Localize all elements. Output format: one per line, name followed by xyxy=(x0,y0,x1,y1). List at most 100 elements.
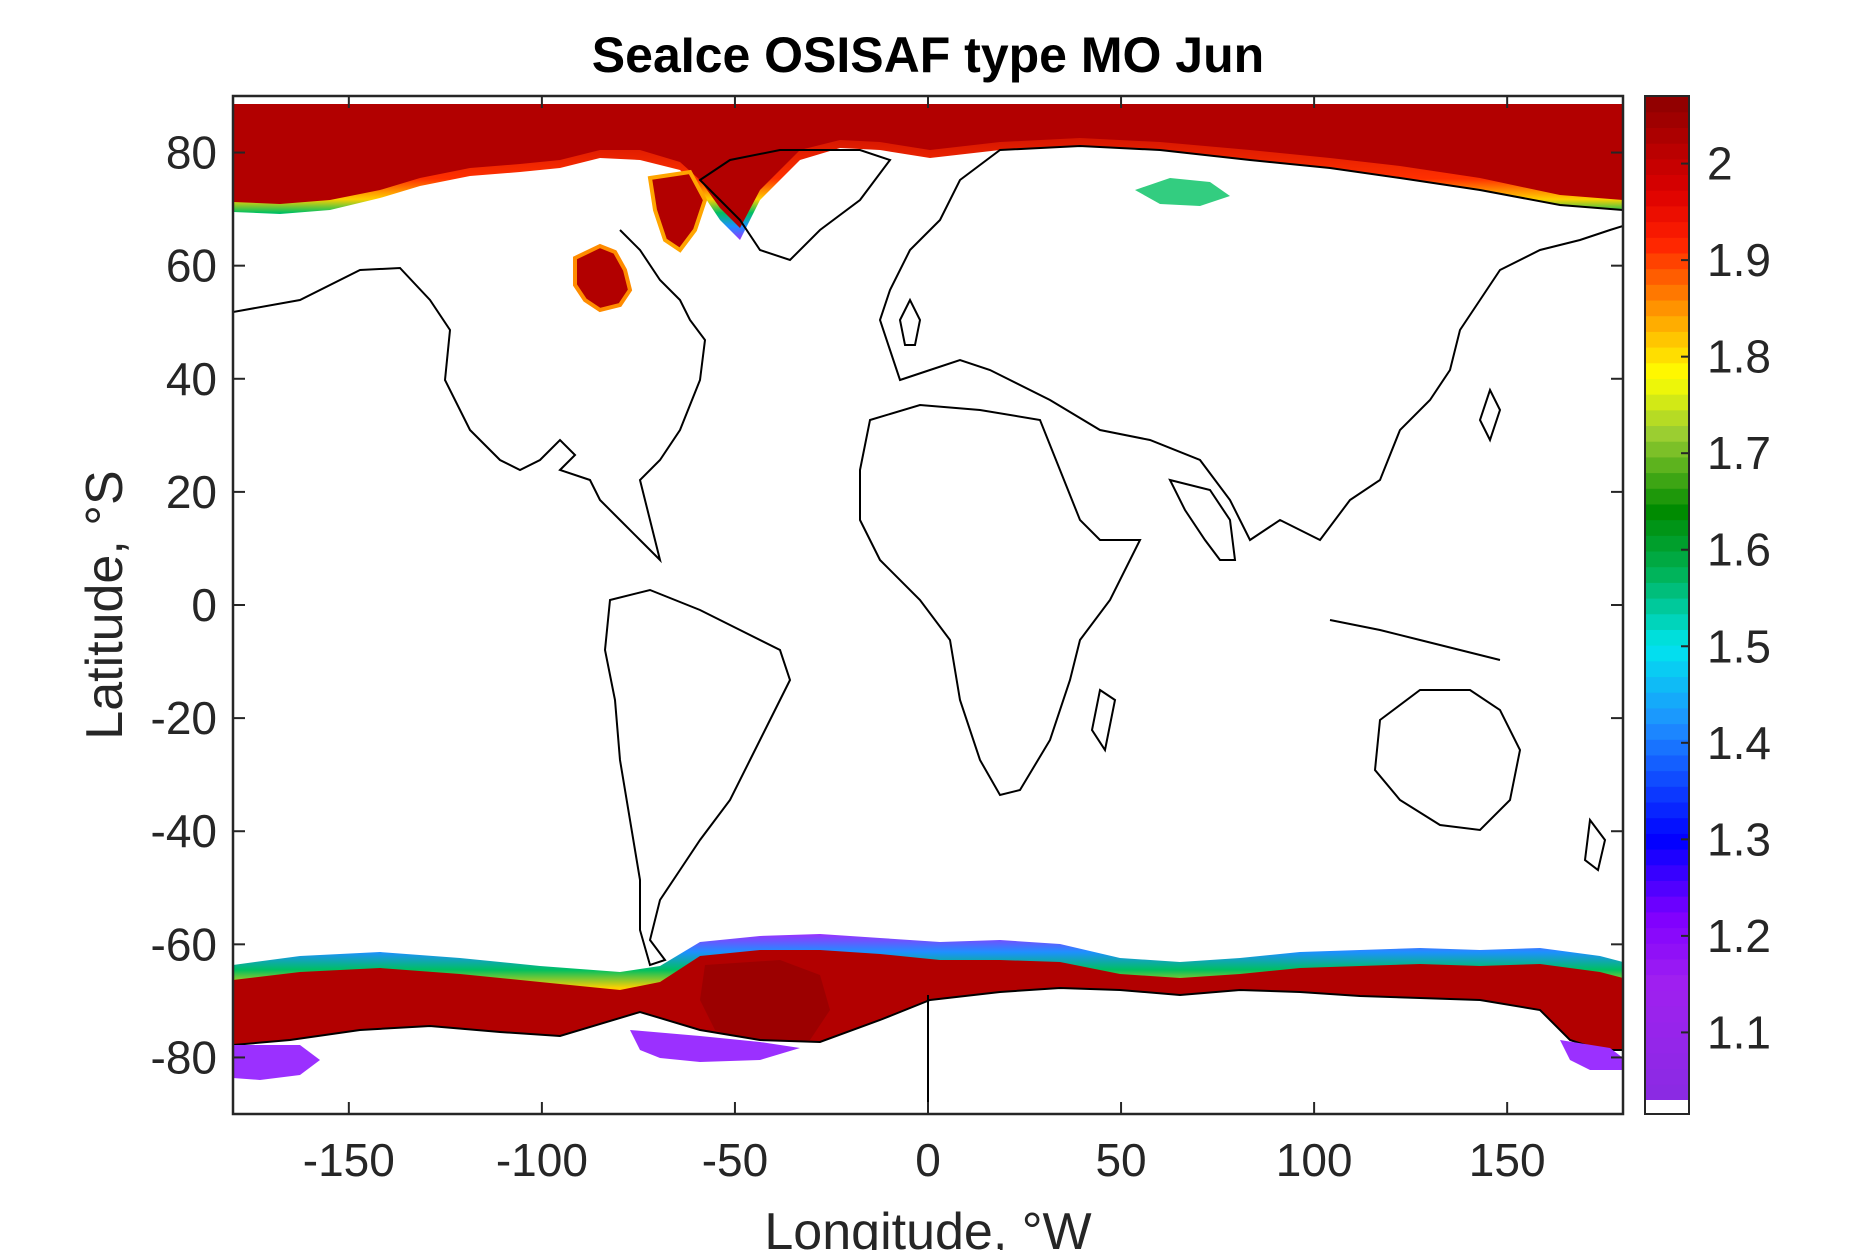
colorbar-cell xyxy=(1645,943,1689,960)
colorbar-nan-cell xyxy=(1645,1100,1689,1114)
x-tick-label: 0 xyxy=(915,1134,941,1186)
colorbar-cell xyxy=(1645,503,1689,521)
colorbar-cell xyxy=(1645,472,1689,489)
colorbar-ticks: 2 1.9 1.8 1.7 1.6 1.5 1.4 1.3 1.2 1.1 xyxy=(1681,138,1771,1058)
colorbar-cells xyxy=(1645,96,1689,1114)
colorbar-cell xyxy=(1645,425,1689,442)
colorbar-cell xyxy=(1645,660,1689,678)
india-outline xyxy=(1168,478,1237,561)
colorbar-cell xyxy=(1645,896,1689,913)
colorbar-tick-label: 1.9 xyxy=(1707,234,1771,286)
colorbar-cell xyxy=(1645,237,1689,254)
colorbar-cell xyxy=(1645,190,1689,207)
colorbar-cell xyxy=(1645,880,1689,897)
colorbar-tick-label: 1.3 xyxy=(1707,813,1771,865)
colorbar-cell xyxy=(1645,519,1689,536)
colorbar-cell xyxy=(1645,409,1689,427)
colorbar-cell xyxy=(1645,535,1689,552)
y-tick-label: -40 xyxy=(151,805,217,857)
colorbar-tick-label: 1.8 xyxy=(1707,331,1771,383)
colorbar-cell xyxy=(1645,127,1689,144)
hudson-bay-ice xyxy=(573,243,633,313)
colorbar-cell xyxy=(1645,645,1689,662)
colorbar-cell xyxy=(1645,205,1689,223)
y-tick-label: 80 xyxy=(166,127,217,179)
colorbar-cell xyxy=(1645,252,1689,270)
y-tick-label: 0 xyxy=(191,579,217,631)
colorbar-tick-label: 2 xyxy=(1707,138,1733,190)
colorbar-cell xyxy=(1645,817,1689,834)
colorbar-cell xyxy=(1645,1052,1689,1070)
colorbar-cell xyxy=(1645,598,1689,615)
x-axis-label: Longitude, °W xyxy=(764,1203,1091,1250)
australia-outline xyxy=(1373,689,1522,832)
colorbar-cell xyxy=(1645,96,1689,113)
baffin-bay-ice xyxy=(647,169,708,253)
colorbar-cell xyxy=(1645,566,1689,583)
x-tick-label: -50 xyxy=(702,1134,768,1186)
colorbar-frame xyxy=(1644,95,1690,1115)
colorbar-cell xyxy=(1645,441,1689,458)
x-tick-label: 100 xyxy=(1276,1134,1353,1186)
colorbar-cell xyxy=(1645,739,1689,756)
colorbar-cell xyxy=(1645,315,1689,332)
colorbar-cell xyxy=(1645,958,1689,976)
colorbar-cell xyxy=(1645,833,1689,850)
x-axis-ticks: -150 -100 -50 0 50 100 150 xyxy=(303,96,1546,1186)
coastlines xyxy=(233,144,1623,1114)
y-axis-label: Latitude, °S xyxy=(76,470,134,739)
ross-ice-shelf xyxy=(233,1045,320,1080)
colorbar-cell xyxy=(1645,347,1689,364)
colorbar-cell xyxy=(1645,676,1689,693)
y-axis-ticks: 80 60 40 20 0 -20 -40 -60 -80 xyxy=(151,127,1623,1083)
uk-outline xyxy=(898,297,922,346)
colorbar-cell xyxy=(1645,111,1689,128)
colorbar-cell xyxy=(1645,613,1689,630)
colorbar-cell xyxy=(1645,911,1689,929)
colorbar-cell xyxy=(1645,143,1689,160)
colorbar-cell xyxy=(1645,299,1689,317)
colorbar-cell xyxy=(1645,331,1689,348)
colorbar-tick-label: 1.4 xyxy=(1707,717,1771,769)
colorbar-cell xyxy=(1645,268,1689,285)
colorbar-cell xyxy=(1645,770,1689,787)
colorbar-tick-label: 1.7 xyxy=(1707,427,1771,479)
colorbar-cell xyxy=(1645,1037,1689,1054)
kara-sea-ice xyxy=(1135,178,1230,206)
colorbar-cell xyxy=(1645,582,1689,599)
colorbar-cell xyxy=(1645,754,1689,772)
y-tick-label: -60 xyxy=(151,918,217,970)
colorbar-cell xyxy=(1645,927,1689,944)
colorbar-cell xyxy=(1645,1068,1689,1085)
indonesia-outline xyxy=(1329,619,1501,661)
colorbar-cell xyxy=(1645,174,1689,191)
colorbar-cell xyxy=(1645,1021,1689,1038)
y-tick-label: -80 xyxy=(151,1031,217,1083)
y-tick-label: 20 xyxy=(166,466,217,518)
colorbar-cell xyxy=(1645,394,1689,411)
x-tick-label: 50 xyxy=(1095,1134,1146,1186)
arctic-ice-core xyxy=(233,104,1623,228)
north-america-outline xyxy=(233,229,707,564)
y-tick-label: -20 xyxy=(151,692,217,744)
europe-asia-outline xyxy=(878,144,1623,542)
colorbar-cell xyxy=(1645,550,1689,568)
colorbar-tick-label: 1.5 xyxy=(1707,620,1771,672)
colorbar-cell xyxy=(1645,362,1689,379)
east-ice-shelf xyxy=(1560,1040,1623,1070)
japan-outline xyxy=(1478,387,1502,443)
colorbar-cell xyxy=(1645,786,1689,803)
colorbar-cell xyxy=(1645,378,1689,395)
colorbar-cell xyxy=(1645,990,1689,1007)
chart-title: SeaIce OSISAF type MO Jun xyxy=(592,27,1264,83)
greenland-outline xyxy=(698,149,892,262)
weddell-ice-shelf xyxy=(630,1030,800,1062)
x-tick-label: 150 xyxy=(1469,1134,1546,1186)
colorbar-cell xyxy=(1645,284,1689,301)
colorbar-cell xyxy=(1645,629,1689,646)
africa-outline xyxy=(859,403,1142,797)
colorbar-cell xyxy=(1645,1084,1689,1101)
colorbar-cell xyxy=(1645,488,1689,505)
colorbar-cell xyxy=(1645,974,1689,991)
